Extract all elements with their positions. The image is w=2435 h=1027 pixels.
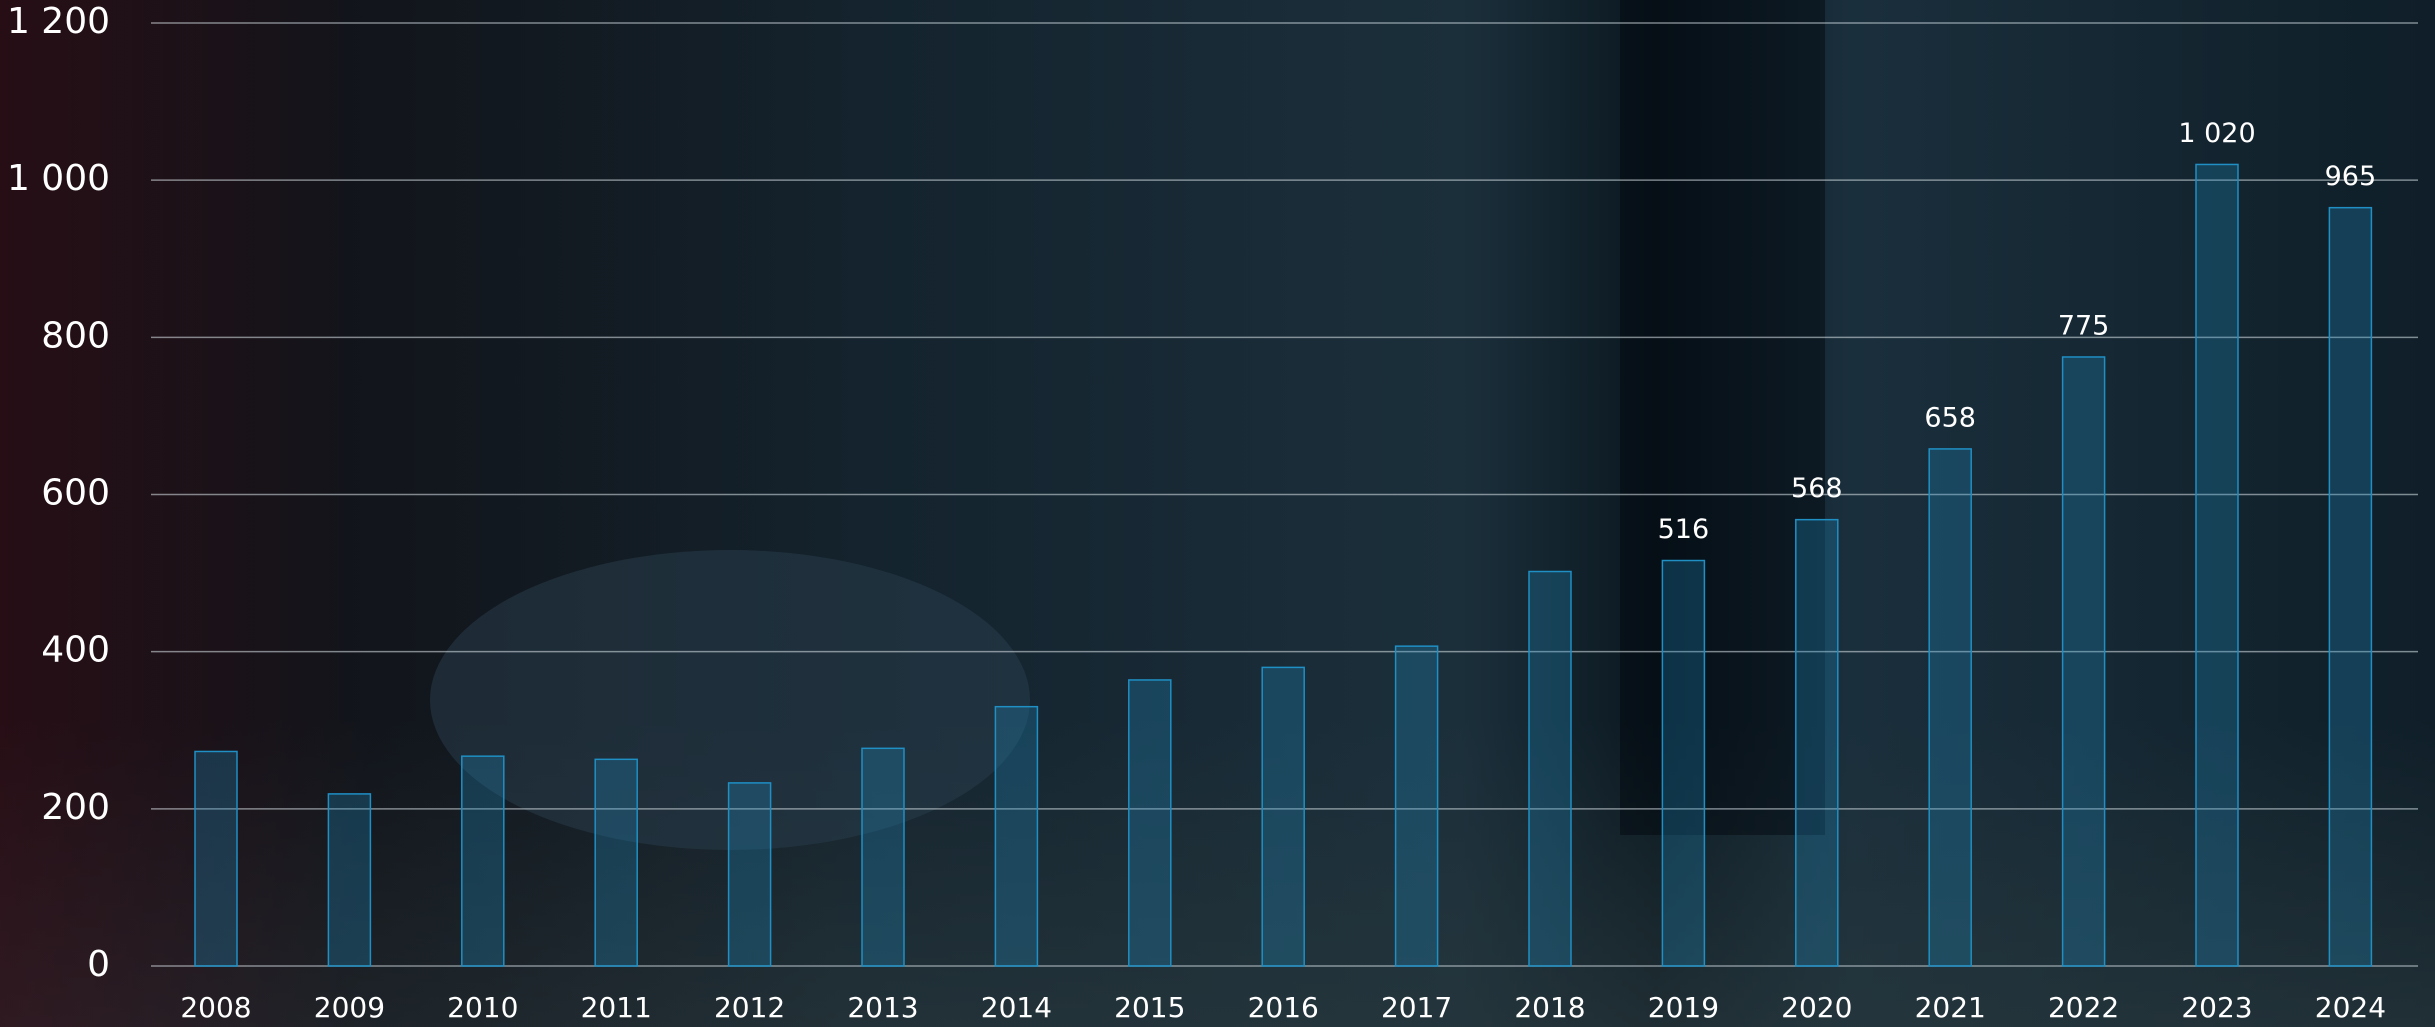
y-tick-label: 600 [41,473,110,514]
x-tick-label: 2008 [180,991,251,1024]
bar [1129,680,1171,966]
data-label: 1 020 [2178,118,2255,149]
bar [1396,646,1438,966]
data-label: 965 [2325,161,2377,192]
bar [2329,208,2371,966]
x-tick-label: 2020 [1781,991,1852,1024]
plot: 0 200 400 600 800 1 000 1 200 2008 2009 2010 2011 2… [7,1,2418,1024]
x-tick-label: 2023 [2181,991,2252,1024]
bar [862,748,904,966]
bar [1262,667,1304,966]
x-tick-label: 2011 [581,991,652,1024]
bar [328,794,370,966]
bar [2196,164,2238,966]
x-tick-label: 2010 [447,991,518,1024]
bar [729,783,771,966]
bar [1796,520,1838,966]
bar [595,759,637,966]
y-tick-label: 200 [41,787,110,828]
x-tick-label: 2021 [1915,991,1986,1024]
x-tick-label: 2009 [314,991,385,1024]
x-tick-label: 2014 [981,991,1052,1024]
data-label: 658 [1924,402,1976,433]
x-tick-label: 2019 [1648,991,1719,1024]
x-tick-label: 2017 [1381,991,1452,1024]
page: 0 200 400 600 800 1 000 1 200 2008 2009 2010 2011 2… [0,0,2435,1027]
x-tick-label: 2022 [2048,991,2119,1024]
bar [462,756,504,966]
y-tick-label: 0 [87,944,110,985]
y-tick-label: 800 [41,315,110,356]
data-label: 775 [2058,310,2110,341]
y-tick-label: 1 200 [7,1,110,42]
x-tick-label: 2015 [1114,991,1185,1024]
x-tick-label: 2016 [1248,991,1319,1024]
data-label: 568 [1791,473,1843,504]
chart: 0 200 400 600 800 1 000 1 200 2008 2009 2010 2011 2… [0,0,2435,1027]
bar [195,751,237,966]
bar [1929,449,1971,966]
y-tick-label: 400 [41,630,110,671]
data-label: 516 [1658,514,1710,545]
x-tick-label: 2013 [847,991,918,1024]
x-tick-label: 2018 [1514,991,1585,1024]
y-tick-label: 1 000 [7,158,110,199]
pillar [1620,0,1825,835]
x-tick-label: 2024 [2315,991,2386,1024]
bar [1529,572,1571,966]
bar [2063,357,2105,966]
bar [995,707,1037,966]
x-tick-label: 2012 [714,991,785,1024]
bar [1662,561,1704,966]
